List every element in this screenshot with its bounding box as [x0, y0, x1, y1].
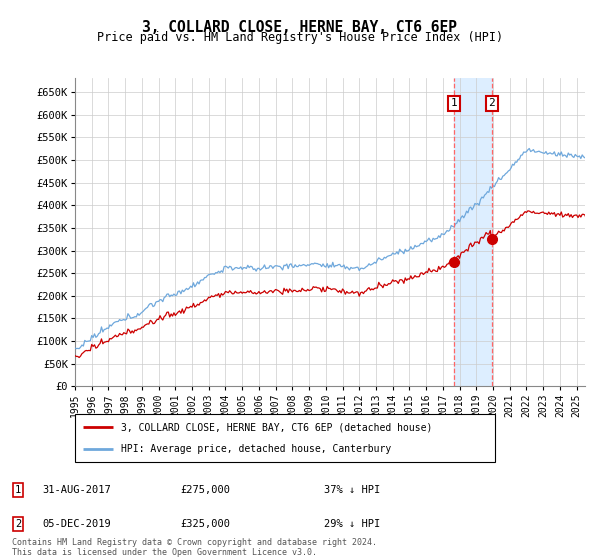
Text: 1: 1 [451, 99, 457, 108]
Bar [454, 78, 492, 386]
Text: 29% ↓ HPI: 29% ↓ HPI [324, 519, 380, 529]
Text: 31-AUG-2017: 31-AUG-2017 [42, 485, 111, 495]
Text: 05-DEC-2019: 05-DEC-2019 [42, 519, 111, 529]
Text: 3, COLLARD CLOSE, HERNE BAY, CT6 6EP: 3, COLLARD CLOSE, HERNE BAY, CT6 6EP [143, 20, 458, 35]
Text: Contains HM Land Registry data © Crown copyright and database right 2024.
This d: Contains HM Land Registry data © Crown c… [12, 538, 377, 557]
Text: £275,000: £275,000 [180, 485, 230, 495]
Text: 3, COLLARD CLOSE, HERNE BAY, CT6 6EP (detached house): 3, COLLARD CLOSE, HERNE BAY, CT6 6EP (de… [121, 422, 433, 432]
Text: HPI: Average price, detached house, Canterbury: HPI: Average price, detached house, Cant… [121, 444, 391, 454]
Text: 37% ↓ HPI: 37% ↓ HPI [324, 485, 380, 495]
Text: 2: 2 [488, 99, 495, 108]
Text: Price paid vs. HM Land Registry's House Price Index (HPI): Price paid vs. HM Land Registry's House … [97, 31, 503, 44]
Text: 1: 1 [15, 485, 21, 495]
Text: £325,000: £325,000 [180, 519, 230, 529]
Text: 2: 2 [15, 519, 21, 529]
FancyBboxPatch shape [75, 414, 495, 462]
